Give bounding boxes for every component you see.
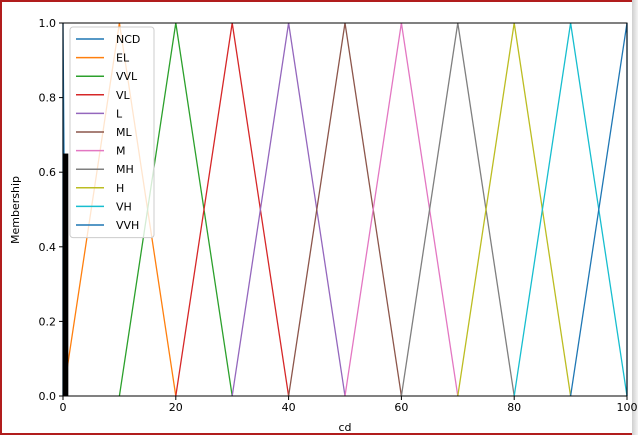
legend: NCD EL VVL VL L ML M MH H VH VVH bbox=[69, 26, 155, 239]
legend-label-vl: VL bbox=[116, 89, 131, 102]
y-tick-label: 0.4 bbox=[39, 241, 57, 254]
legend-label-mh: MH bbox=[116, 163, 134, 176]
series-line-vl bbox=[175, 22, 290, 397]
legend-box bbox=[69, 26, 155, 239]
series-line-mh bbox=[400, 22, 515, 397]
series-line-ml bbox=[287, 22, 403, 397]
x-tick-label: 40 bbox=[282, 401, 296, 414]
legend-label-l: L bbox=[116, 107, 123, 120]
legend-label-vh: VH bbox=[116, 200, 132, 213]
activation-layer bbox=[63, 153, 69, 396]
window-edge-shadow bbox=[632, 0, 638, 435]
y-tick-label: 0.2 bbox=[39, 315, 57, 328]
legend-label-ml: ML bbox=[116, 126, 132, 139]
plot-frame bbox=[62, 22, 628, 397]
legend-label-m: M bbox=[116, 145, 126, 158]
y-tick-label: 1.0 bbox=[39, 17, 57, 30]
x-tick-label: 20 bbox=[169, 401, 183, 414]
legend-label-el: EL bbox=[116, 52, 130, 65]
legend-label-vvl: VVL bbox=[116, 70, 138, 83]
y-axis-label: Membership bbox=[9, 176, 22, 244]
series-line-l bbox=[231, 22, 346, 397]
activation-bar bbox=[63, 153, 69, 396]
series-line-h bbox=[457, 22, 572, 397]
ticks-layer: 0 20 40 60 80 100 0.0 0.2 0.4 0.6 0.8 1.0 bbox=[39, 17, 638, 414]
legend-label-h: H bbox=[116, 182, 124, 195]
y-tick-label: 0.6 bbox=[39, 166, 57, 179]
x-tick-label: 60 bbox=[394, 401, 408, 414]
legend-label-ncd: NCD bbox=[116, 33, 140, 46]
x-tick-label: 100 bbox=[617, 401, 638, 414]
x-axis-label: cd bbox=[338, 421, 351, 434]
series-line-vh bbox=[513, 22, 628, 397]
series-line-m bbox=[344, 22, 459, 397]
y-tick-label: 0.0 bbox=[39, 390, 57, 403]
x-tick-label: 80 bbox=[507, 401, 521, 414]
y-tick-label: 0.8 bbox=[39, 92, 57, 105]
axes-layer bbox=[62, 22, 628, 397]
legend-label-vvh: VVH bbox=[116, 219, 139, 232]
x-tick-label: 0 bbox=[60, 401, 67, 414]
